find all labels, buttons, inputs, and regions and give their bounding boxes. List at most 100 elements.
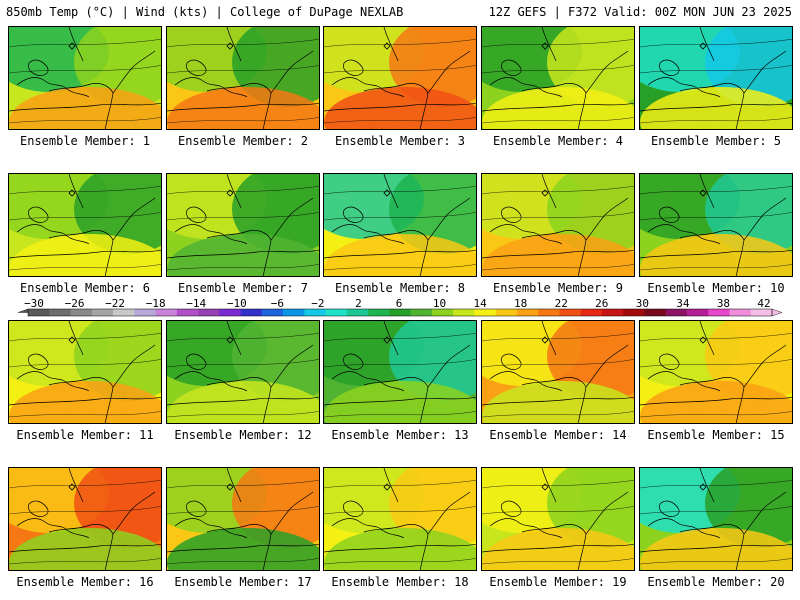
ensemble-map-panel [481, 320, 635, 424]
colorbar-swatch [686, 309, 709, 316]
ensemble-member-label: Ensemble Member: 19 [489, 575, 627, 589]
colorbar-right-arrow [771, 308, 783, 317]
ensemble-map-panel [8, 173, 162, 277]
colorbar-swatch [113, 309, 135, 316]
colorbar-swatch [708, 309, 730, 316]
colorbar-swatch [474, 309, 496, 316]
colorbar-tick-label: 2 [355, 297, 362, 310]
colorbar-tick-label: 30 [636, 297, 649, 310]
colorbar-tick-label: 22 [555, 297, 568, 310]
colorbar-swatch [559, 309, 581, 316]
colorbar-tick-label: 42 [757, 297, 770, 310]
colorbar-tick-label: −22 [105, 297, 125, 310]
colorbar-swatch [665, 309, 688, 316]
ensemble-map-panel [323, 467, 477, 571]
map-boundaries [324, 321, 476, 423]
colorbar-swatch [304, 309, 326, 316]
temperature-field [9, 321, 161, 423]
ensemble-member-label: Ensemble Member: 6 [19, 281, 151, 295]
colorbar-swatch [91, 309, 114, 316]
ensemble-member-label: Ensemble Member: 11 [16, 428, 154, 442]
colorbar-swatch [28, 309, 50, 316]
colorbar-tick-label: 14 [473, 297, 487, 310]
ensemble-member-label: Ensemble Member: 5 [650, 134, 782, 148]
colorbar-swatch [538, 309, 560, 316]
colorbar-swatch [283, 309, 305, 316]
ensemble-map-panel [166, 173, 320, 277]
model-valid-time: 12Z GEFS | F372 Valid: 00Z MON JUN 23 20… [488, 5, 792, 19]
temperature-colorbar: −30 −26 −22 −18 −14 −10 −6 −2 2 6 10 14 18 22 26 30 34 38… [17, 297, 783, 317]
ensemble-map-panel [166, 320, 320, 424]
temperature-field [167, 27, 319, 129]
map-title: 850mb Temp (°C) | Wind (kts) | College o… [6, 5, 404, 19]
temperature-field [640, 27, 792, 129]
ensemble-member-label: Ensemble Member: 14 [489, 428, 627, 442]
map-boundaries [482, 27, 634, 129]
colorbar-swatch [70, 309, 93, 316]
temperature-field [167, 468, 319, 570]
colorbar-swatch [729, 309, 752, 316]
ensemble-map-panel [166, 26, 320, 130]
ensemble-member-label: Ensemble Member: 8 [334, 281, 466, 295]
colorbar-tick-label: −10 [227, 297, 247, 310]
temperature-field [640, 174, 792, 276]
ensemble-map-panel [8, 320, 162, 424]
colorbar-tick-label: −14 [186, 297, 206, 310]
colorbar-tick-label: −2 [311, 297, 324, 310]
ensemble-map-panel [166, 467, 320, 571]
map-boundaries [640, 321, 792, 423]
colorbar-tick-label: −6 [271, 297, 284, 310]
colorbar-swatch [49, 309, 71, 316]
colorbar-swatch [346, 309, 369, 316]
ensemble-map-panel [481, 26, 635, 130]
colorbar-swatch [389, 309, 411, 316]
temperature-field [167, 174, 319, 276]
ensemble-member-label: Ensemble Member: 16 [16, 575, 154, 589]
colorbar-swatch [368, 309, 390, 316]
colorbar-swatch [198, 309, 220, 316]
colorbar-swatch [495, 309, 518, 316]
colorbar-swatch [219, 309, 241, 316]
ensemble-map-panel [8, 467, 162, 571]
map-boundaries [324, 27, 476, 129]
temperature-field [324, 321, 476, 423]
temperature-field [9, 174, 161, 276]
ensemble-member-label: Ensemble Member: 13 [331, 428, 469, 442]
map-boundaries [9, 27, 161, 129]
map-boundaries [167, 174, 319, 276]
map-boundaries [640, 174, 792, 276]
colorbar-swatch [580, 309, 603, 316]
map-boundaries [640, 27, 792, 129]
colorbar-swatch [623, 309, 645, 316]
colorbar-swatch [601, 309, 624, 316]
ensemble-member-label: Ensemble Member: 15 [647, 428, 785, 442]
ensemble-member-label: Ensemble Member: 12 [174, 428, 312, 442]
map-boundaries [324, 174, 476, 276]
temperature-field [640, 468, 792, 570]
ensemble-member-label: Ensemble Member: 17 [174, 575, 312, 589]
colorbar-tick-label: 38 [717, 297, 730, 310]
colorbar-tick-label: 26 [595, 297, 608, 310]
map-boundaries [324, 468, 476, 570]
map-boundaries [167, 321, 319, 423]
colorbar-swatch [750, 309, 773, 316]
map-boundaries [482, 468, 634, 570]
ensemble-map-panel [481, 467, 635, 571]
map-boundaries [9, 174, 161, 276]
temperature-field [482, 174, 634, 276]
temperature-field [324, 174, 476, 276]
ensemble-member-label: Ensemble Member: 4 [492, 134, 624, 148]
colorbar-swatch [431, 309, 454, 316]
ensemble-member-label: Ensemble Member: 9 [492, 281, 624, 295]
colorbar-tick-label: 10 [433, 297, 446, 310]
colorbar-swatch [325, 309, 348, 316]
ensemble-member-label: Ensemble Member: 7 [177, 281, 309, 295]
temperature-field [9, 27, 161, 129]
colorbar-tick-label: 6 [396, 297, 403, 310]
colorbar-tick-label: 18 [514, 297, 527, 310]
ensemble-map-panel [323, 26, 477, 130]
colorbar-tick-label: −26 [65, 297, 85, 310]
temperature-field [482, 27, 634, 129]
ensemble-map-panel [323, 320, 477, 424]
colorbar-swatch [176, 309, 199, 316]
